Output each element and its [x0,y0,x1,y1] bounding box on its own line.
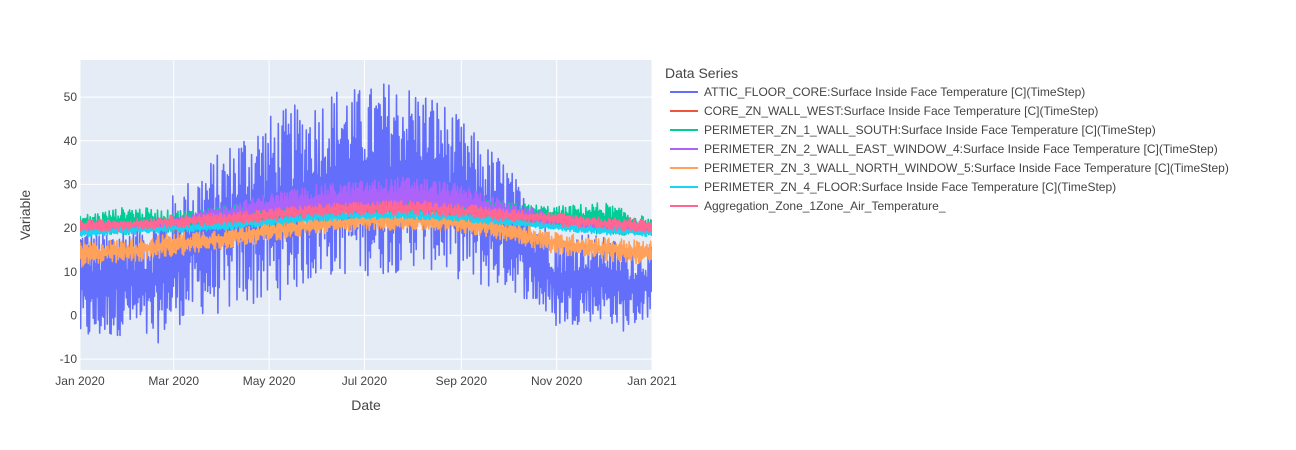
series-line [80,209,652,238]
x-tick-label: Mar 2020 [148,374,199,388]
x-tick-label: Sep 2020 [436,374,488,388]
y-tick-label: 30 [64,177,78,191]
legend-title: Data Series [665,65,738,81]
x-axis-ticks: Jan 2020 Mar 2020 May 2020 Jul 2020 Sep 2020… [55,374,677,388]
series-line [80,209,652,268]
legend-label: PERIMETER_ZN_4_FLOOR:Surface Inside Face… [704,180,1116,194]
y-tick-label: 0 [70,308,77,322]
y-tick-label: 50 [64,90,78,104]
legend-label: PERIMETER_ZN_2_WALL_EAST_WINDOW_4:Surfac… [704,142,1218,156]
y-axis-title: Variable [17,190,33,241]
series-traces [80,83,652,344]
x-tick-label: Jul 2020 [342,374,388,388]
y-axis-ticks: -10 0 10 20 30 40 50 [60,90,78,366]
x-tick-label: May 2020 [243,374,296,388]
y-tick-label: 40 [64,134,78,148]
y-tick-label: 20 [64,221,78,235]
y-tick-label: 10 [64,265,78,279]
x-axis-title: Date [351,397,381,413]
x-tick-label: Nov 2020 [531,374,583,388]
x-tick-label: Jan 2021 [627,374,677,388]
legend[interactable]: Data Series ATTIC_FLOOR_CORE:Surface Ins… [665,65,1229,213]
x-tick-label: Jan 2020 [55,374,105,388]
legend-item[interactable]: Aggregation_Zone_1Zone_Air_Temperature_ [670,199,946,213]
legend-item[interactable]: ATTIC_FLOOR_CORE:Surface Inside Face Tem… [670,85,1085,99]
series-line [80,199,652,233]
legend-label: Aggregation_Zone_1Zone_Air_Temperature_ [704,199,946,213]
legend-item[interactable]: PERIMETER_ZN_1_WALL_SOUTH:Surface Inside… [670,123,1156,137]
y-tick-label: -10 [60,352,78,366]
legend-label: PERIMETER_ZN_3_WALL_NORTH_WINDOW_5:Surfa… [704,161,1229,175]
legend-label: ATTIC_FLOOR_CORE:Surface Inside Face Tem… [704,85,1085,99]
legend-item[interactable]: PERIMETER_ZN_4_FLOOR:Surface Inside Face… [670,180,1116,194]
legend-item[interactable]: CORE_ZN_WALL_WEST:Surface Inside Face Te… [670,104,1098,118]
legend-item[interactable]: PERIMETER_ZN_3_WALL_NORTH_WINDOW_5:Surfa… [670,161,1229,175]
legend-item[interactable]: PERIMETER_ZN_2_WALL_EAST_WINDOW_4:Surfac… [670,142,1218,156]
legend-label: PERIMETER_ZN_1_WALL_SOUTH:Surface Inside… [704,123,1156,137]
legend-label: CORE_ZN_WALL_WEST:Surface Inside Face Te… [704,104,1098,118]
